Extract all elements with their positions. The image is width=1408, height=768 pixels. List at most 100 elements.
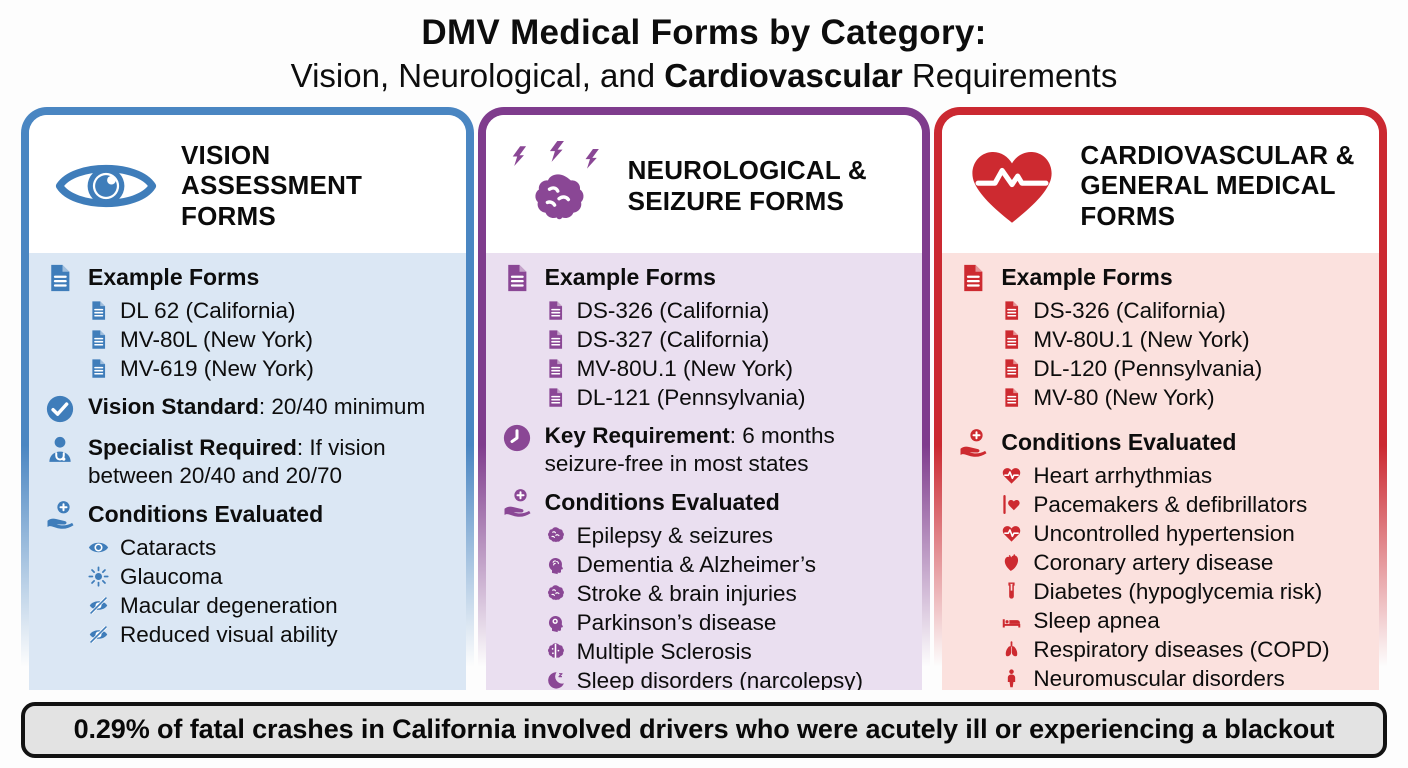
list-item: DS-326 (California) xyxy=(1001,296,1371,325)
document-icon xyxy=(88,300,109,321)
section-heading: Example Forms xyxy=(544,264,716,291)
heart-organ-icon xyxy=(1001,552,1022,573)
sun-icon xyxy=(88,566,109,587)
vision-card-header: VISION ASSESSMENT FORMS xyxy=(29,114,466,253)
list-item: Heart arrhythmias xyxy=(1001,461,1371,490)
fact-vision-standard: Vision Standard: 20/40 minimum xyxy=(45,393,458,424)
page-title: DMV Medical Forms by Category: Vision, N… xyxy=(0,0,1408,95)
document-icon xyxy=(88,358,109,379)
section-example-forms: Example Forms DS-326 (California) MV-80U… xyxy=(958,263,1371,412)
hand-plus-icon xyxy=(502,488,532,518)
list-item: Coronary artery disease xyxy=(1001,548,1371,577)
list-item: Dementia & Alzheimer’s xyxy=(545,550,915,579)
pacemaker-icon xyxy=(1001,494,1022,515)
list-item: Uncontrolled hypertension xyxy=(1001,519,1371,548)
example-forms-list: DL 62 (California) MV-80L (New York) MV-… xyxy=(88,296,458,383)
document-icon xyxy=(1001,387,1022,408)
document-icon xyxy=(545,329,566,350)
conditions-list: Heart arrhythmias Pacemakers & defibrill… xyxy=(1001,461,1371,690)
document-icon xyxy=(545,358,566,379)
card-title: CARDIOVASCULAR & GENERAL MEDICAL FORMS xyxy=(1080,140,1355,231)
document-icon xyxy=(45,263,75,293)
conditions-list: Cataracts Glaucoma Macular degeneration … xyxy=(88,533,458,649)
list-item: MV-80L (New York) xyxy=(88,325,458,354)
fact-key-requirement: Key Requirement: 6 months seizure-free i… xyxy=(502,422,915,478)
hand-plus-icon xyxy=(958,428,988,458)
brain-split-icon xyxy=(545,641,566,662)
section-heading: Conditions Evaluated xyxy=(88,501,324,528)
list-item: Parkinson’s disease xyxy=(545,608,915,637)
section-heading: Example Forms xyxy=(88,264,260,291)
card-title: NEUROLOGICAL & SEIZURE FORMS xyxy=(627,155,867,216)
neurological-card: NEUROLOGICAL & SEIZURE FORMS Example For… xyxy=(477,106,931,690)
moon-icon xyxy=(545,670,566,690)
list-item: Diabetes (hypoglycemia risk) xyxy=(1001,577,1371,606)
list-item: MV-619 (New York) xyxy=(88,354,458,383)
section-conditions: Conditions Evaluated Cataracts Glaucoma … xyxy=(45,500,458,649)
test-tube-icon xyxy=(1001,581,1022,602)
section-heading: Conditions Evaluated xyxy=(544,489,780,516)
cardiovascular-card-header: CARDIOVASCULAR & GENERAL MEDICAL FORMS xyxy=(942,114,1380,253)
section-conditions: Conditions Evaluated Heart arrhythmias P… xyxy=(958,428,1371,690)
doctor-icon xyxy=(45,435,75,465)
list-item: Respiratory diseases (COPD) xyxy=(1001,635,1371,664)
section-example-forms: Example Forms DS-326 (California) DS-327… xyxy=(502,263,915,412)
document-icon xyxy=(545,300,566,321)
document-icon xyxy=(1001,300,1022,321)
document-icon xyxy=(502,263,532,293)
brain-icon xyxy=(545,583,566,604)
check-circle-icon xyxy=(45,394,75,424)
head-brain-icon xyxy=(545,554,566,575)
list-item: Glaucoma xyxy=(88,562,458,591)
list-item: Multiple Sclerosis xyxy=(545,637,915,666)
document-icon xyxy=(958,263,988,293)
eye-slash-icon xyxy=(88,595,109,616)
list-item: Sleep apnea xyxy=(1001,606,1371,635)
list-item: DS-327 (California) xyxy=(545,325,915,354)
eye-icon xyxy=(88,537,109,558)
list-item: MV-80 (New York) xyxy=(1001,383,1371,412)
neurological-card-body: Example Forms DS-326 (California) DS-327… xyxy=(485,252,923,690)
list-item: DL 62 (California) xyxy=(88,296,458,325)
document-icon xyxy=(1001,329,1022,350)
person-icon xyxy=(1001,668,1022,689)
bed-icon xyxy=(1001,610,1022,631)
page-title-line1: DMV Medical Forms by Category: xyxy=(421,13,987,52)
brain-icon xyxy=(545,525,566,546)
list-item: Reduced visual ability xyxy=(88,620,458,649)
list-item: Stroke & brain injuries xyxy=(545,579,915,608)
eye-icon xyxy=(53,154,159,218)
list-item: MV-80U.1 (New York) xyxy=(545,354,915,383)
conditions-list: Epilepsy & seizures Dementia & Alzheimer… xyxy=(545,521,915,690)
vision-card: VISION ASSESSMENT FORMS Example Forms DL… xyxy=(21,106,474,690)
list-item: MV-80U.1 (New York) xyxy=(1001,325,1371,354)
hand-plus-icon xyxy=(45,500,75,530)
category-columns: VISION ASSESSMENT FORMS Example Forms DL… xyxy=(21,106,1388,690)
list-item: Sleep disorders (narcolepsy) xyxy=(545,666,915,690)
list-item: Epilepsy & seizures xyxy=(545,521,915,550)
heart-pulse-icon xyxy=(1001,465,1022,486)
list-item: Pacemakers & defibrillators xyxy=(1001,490,1371,519)
section-example-forms: Example Forms DL 62 (California) MV-80L … xyxy=(45,263,458,383)
fact-specialist-required: Specialist Required: If vision between 2… xyxy=(45,434,458,490)
section-heading: Conditions Evaluated xyxy=(1001,429,1237,456)
section-heading: Example Forms xyxy=(1001,264,1173,291)
neurological-card-header: NEUROLOGICAL & SEIZURE FORMS xyxy=(485,114,923,253)
cardiovascular-card: CARDIOVASCULAR & GENERAL MEDICAL FORMS E… xyxy=(934,106,1388,690)
brain-lightning-icon xyxy=(510,141,606,231)
document-icon xyxy=(1001,358,1022,379)
list-item: DL-121 (Pennsylvania) xyxy=(545,383,915,412)
cardiovascular-card-body: Example Forms DS-326 (California) MV-80U… xyxy=(942,252,1380,690)
list-item: DS-326 (California) xyxy=(545,296,915,325)
footer-statistic-text: 0.29% of fatal crashes in California inv… xyxy=(73,714,1335,745)
document-icon xyxy=(88,329,109,350)
list-item: Neuromuscular disorders xyxy=(1001,664,1371,690)
page-title-line2: Vision, Neurological, and Cardiovascular… xyxy=(290,57,1118,95)
section-conditions: Conditions Evaluated Epilepsy & seizures… xyxy=(502,488,915,690)
footer-statistic: 0.29% of fatal crashes in California inv… xyxy=(21,701,1387,758)
lungs-icon xyxy=(1001,639,1022,660)
heart-pulse-icon xyxy=(1001,523,1022,544)
example-forms-list: DS-326 (California) DS-327 (California) … xyxy=(545,296,915,412)
card-title: VISION ASSESSMENT FORMS xyxy=(181,140,363,231)
heart-ekg-icon xyxy=(966,145,1058,227)
